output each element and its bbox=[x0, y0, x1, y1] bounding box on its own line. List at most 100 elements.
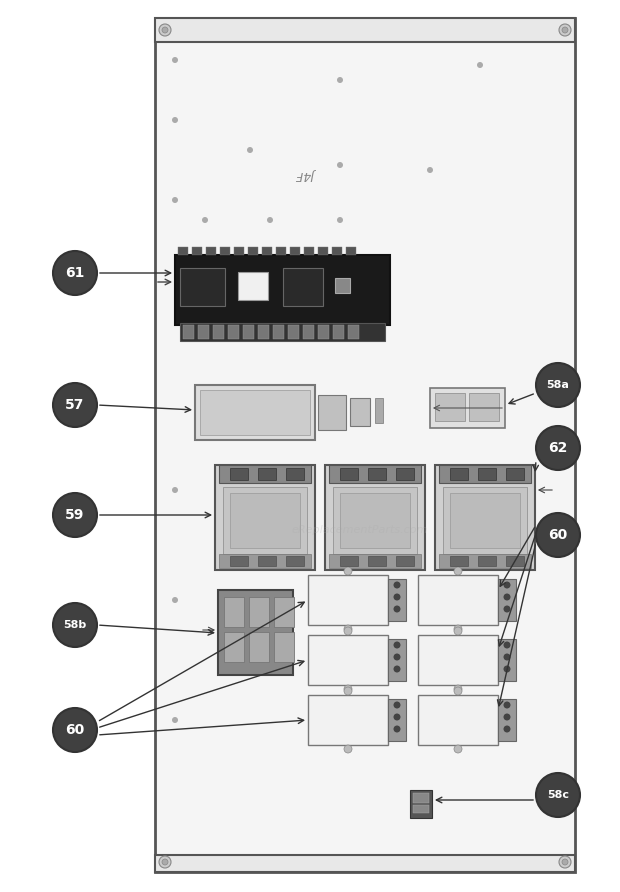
Circle shape bbox=[337, 77, 343, 83]
Text: 60: 60 bbox=[548, 528, 568, 542]
Text: 58b: 58b bbox=[63, 620, 87, 630]
Bar bbox=[435, 393, 465, 421]
Circle shape bbox=[503, 714, 510, 721]
Circle shape bbox=[503, 725, 510, 732]
Text: 60: 60 bbox=[65, 723, 84, 737]
Bar bbox=[192, 247, 202, 255]
Circle shape bbox=[267, 217, 273, 223]
Circle shape bbox=[477, 62, 483, 68]
Bar bbox=[262, 247, 272, 255]
Circle shape bbox=[162, 859, 168, 865]
Bar bbox=[228, 325, 239, 339]
Circle shape bbox=[344, 567, 352, 575]
Bar bbox=[243, 325, 254, 339]
Text: 57: 57 bbox=[65, 398, 85, 412]
Circle shape bbox=[454, 687, 462, 695]
Bar bbox=[348, 325, 359, 339]
Bar bbox=[249, 597, 269, 627]
Bar bbox=[308, 635, 388, 685]
Circle shape bbox=[394, 654, 401, 660]
Circle shape bbox=[337, 162, 343, 168]
Circle shape bbox=[394, 701, 401, 708]
Bar bbox=[443, 487, 527, 554]
Bar bbox=[223, 487, 307, 554]
Bar bbox=[178, 247, 188, 255]
Bar bbox=[325, 465, 425, 570]
Bar bbox=[258, 468, 276, 480]
Bar bbox=[340, 556, 358, 566]
Circle shape bbox=[562, 859, 568, 865]
Circle shape bbox=[454, 685, 462, 693]
Bar bbox=[258, 325, 269, 339]
Bar bbox=[175, 255, 390, 325]
Bar bbox=[418, 635, 498, 685]
Bar bbox=[368, 556, 386, 566]
Circle shape bbox=[536, 773, 580, 817]
Bar bbox=[498, 579, 516, 621]
Bar bbox=[396, 556, 414, 566]
Bar bbox=[469, 393, 499, 421]
Bar bbox=[333, 325, 344, 339]
Circle shape bbox=[454, 567, 462, 575]
Bar bbox=[273, 325, 284, 339]
Bar bbox=[396, 468, 414, 480]
Circle shape bbox=[503, 665, 510, 673]
Bar bbox=[215, 465, 315, 570]
Bar bbox=[435, 465, 535, 570]
Circle shape bbox=[53, 493, 97, 537]
Bar bbox=[180, 323, 385, 341]
Circle shape bbox=[344, 685, 352, 693]
Circle shape bbox=[536, 363, 580, 407]
Circle shape bbox=[559, 856, 571, 868]
Bar bbox=[413, 793, 429, 803]
Bar bbox=[283, 268, 323, 306]
Bar bbox=[230, 493, 300, 548]
Bar bbox=[224, 632, 244, 662]
Circle shape bbox=[53, 603, 97, 647]
Bar bbox=[478, 556, 496, 566]
Circle shape bbox=[337, 217, 343, 223]
Bar bbox=[198, 325, 209, 339]
Circle shape bbox=[172, 57, 178, 63]
Circle shape bbox=[172, 597, 178, 603]
Bar bbox=[224, 597, 244, 627]
Bar bbox=[219, 465, 311, 483]
Bar bbox=[219, 554, 311, 568]
Bar bbox=[155, 18, 575, 42]
Circle shape bbox=[172, 487, 178, 493]
Circle shape bbox=[503, 582, 510, 589]
Bar bbox=[439, 554, 531, 568]
Circle shape bbox=[344, 745, 352, 753]
Bar bbox=[329, 554, 421, 568]
Circle shape bbox=[454, 625, 462, 633]
Bar bbox=[506, 556, 524, 566]
Circle shape bbox=[394, 641, 401, 648]
Circle shape bbox=[344, 687, 352, 695]
Circle shape bbox=[53, 383, 97, 427]
Circle shape bbox=[344, 625, 352, 633]
Bar bbox=[274, 632, 294, 662]
Bar bbox=[200, 390, 310, 435]
Bar bbox=[418, 575, 498, 625]
Bar bbox=[234, 247, 244, 255]
Circle shape bbox=[454, 745, 462, 753]
Bar bbox=[183, 325, 194, 339]
Circle shape bbox=[503, 641, 510, 648]
Bar bbox=[238, 272, 268, 300]
Bar bbox=[304, 247, 314, 255]
Bar bbox=[318, 247, 328, 255]
Bar bbox=[230, 468, 248, 480]
Circle shape bbox=[172, 717, 178, 723]
Bar bbox=[410, 790, 432, 818]
Circle shape bbox=[437, 487, 443, 493]
Text: 58a: 58a bbox=[547, 380, 569, 390]
Circle shape bbox=[53, 708, 97, 752]
Bar bbox=[418, 695, 498, 745]
Bar bbox=[332, 247, 342, 255]
Bar bbox=[308, 695, 388, 745]
Circle shape bbox=[427, 167, 433, 173]
Bar bbox=[346, 247, 356, 255]
Circle shape bbox=[202, 217, 208, 223]
Circle shape bbox=[162, 27, 168, 33]
Bar bbox=[274, 597, 294, 627]
